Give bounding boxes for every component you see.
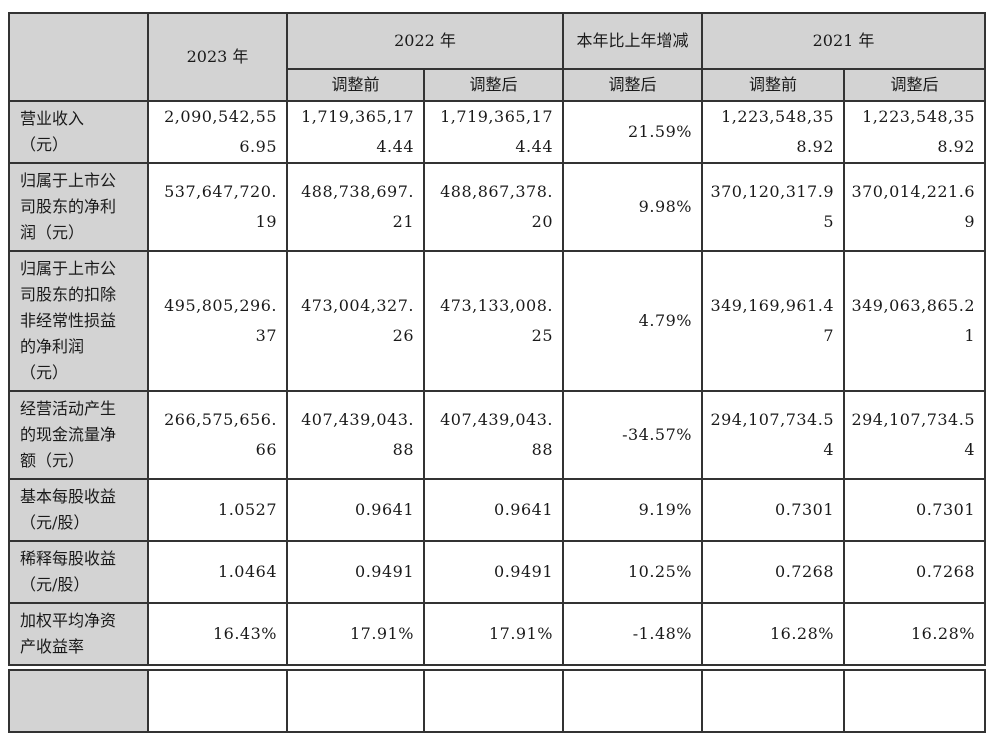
cell-2023: 495,805,296.37 — [147, 250, 288, 392]
header-2021-adjust-before: 调整前 — [701, 68, 845, 102]
cell-2022-before: 473,004,327.26 — [286, 250, 425, 392]
row-label: 基本每股收益（元/股） — [8, 478, 149, 542]
header-change-adjust-after: 调整后 — [562, 68, 703, 102]
table-row-operating-cash-flow: 经营活动产生的现金流量净额（元） 266,575,656.66 407,439,… — [8, 390, 986, 480]
header-row-years: 2023 年 2022 年 本年比上年增减 2021 年 — [8, 12, 986, 102]
cell-2022-before: 17.91% — [286, 602, 425, 666]
cell-2023: 537,647,720.19 — [147, 162, 288, 252]
cell-2022-after: 407,439,043.88 — [423, 390, 564, 480]
cell-change: -1.48% — [562, 602, 703, 666]
cell-2021-before: 16.28% — [701, 602, 845, 666]
cell-2021-after: 1,223,548,358.92 — [843, 100, 986, 164]
cell-2022-before: 407,439,043.88 — [286, 390, 425, 480]
cell-change: 21.59% — [562, 100, 703, 164]
cell-2021-after: 0.7268 — [843, 540, 986, 604]
cell-2021-after: 370,014,221.69 — [843, 162, 986, 252]
header-year-2022: 2022 年 — [286, 12, 564, 70]
cell-2022-after: 17.91% — [423, 602, 564, 666]
table-row-net-profit-excl-nonrecurring: 归属于上市公司股东的扣除非经常性损益的净利润（元） 495,805,296.37… — [8, 250, 986, 392]
table-body: 营业收入（元） 2,090,542,556.95 1,719,365,174.4… — [8, 100, 986, 666]
cell-2022-before: 0.9641 — [286, 478, 425, 542]
row-label: 加权平均净资产收益率 — [8, 602, 149, 666]
cell-2022-after: 0.9641 — [423, 478, 564, 542]
table-row-operating-revenue: 营业收入（元） 2,090,542,556.95 1,719,365,174.4… — [8, 100, 986, 164]
header-year-2021: 2021 年 — [701, 12, 986, 70]
table-row-weighted-avg-roe: 加权平均净资产收益率 16.43% 17.91% 17.91% -1.48% 1… — [8, 602, 986, 666]
cell-2022-before: 1,719,365,174.44 — [286, 100, 425, 164]
row-label: 归属于上市公司股东的扣除非经常性损益的净利润（元） — [8, 250, 149, 392]
table-row-net-profit: 归属于上市公司股东的净利润（元） 537,647,720.19 488,738,… — [8, 162, 986, 252]
row-label: 归属于上市公司股东的净利润（元） — [8, 162, 149, 252]
header-2022-adjust-before: 调整前 — [286, 68, 425, 102]
next-table-top-sliver — [8, 669, 986, 733]
cell-change: 4.79% — [562, 250, 703, 392]
header-corner-blank — [8, 12, 149, 102]
cell-2021-before: 370,120,317.95 — [701, 162, 845, 252]
cell-2021-before: 1,223,548,358.92 — [701, 100, 845, 164]
sliver-row — [8, 669, 986, 733]
header-row-adjustments: 调整前 调整后 调整后 调整前 调整后 — [9, 68, 986, 102]
cell-change: -34.57% — [562, 390, 703, 480]
cell-2023: 16.43% — [147, 602, 288, 666]
row-label: 营业收入（元） — [8, 100, 149, 164]
cell-2021-before: 349,169,961.47 — [701, 250, 845, 392]
table-row-basic-eps: 基本每股收益（元/股） 1.0527 0.9641 0.9641 9.19% 0… — [8, 478, 986, 542]
cell-change: 9.19% — [562, 478, 703, 542]
cell-2023: 266,575,656.66 — [147, 390, 288, 480]
cell-2021-after: 349,063,865.21 — [843, 250, 986, 392]
table-row-diluted-eps: 稀释每股收益（元/股） 1.0464 0.9491 0.9491 10.25% … — [8, 540, 986, 604]
cell-2022-after: 1,719,365,174.44 — [423, 100, 564, 164]
row-label: 经营活动产生的现金流量净额（元） — [8, 390, 149, 480]
cell-2023: 1.0527 — [147, 478, 288, 542]
cell-2022-before: 0.9491 — [286, 540, 425, 604]
row-label: 稀释每股收益（元/股） — [8, 540, 149, 604]
header-2021-adjust-after: 调整后 — [843, 68, 986, 102]
cell-change: 10.25% — [562, 540, 703, 604]
header-year-2023: 2023 年 — [147, 12, 288, 102]
header-yoy-change: 本年比上年增减 — [562, 12, 703, 70]
cell-change: 9.98% — [562, 162, 703, 252]
sliver-label-cell — [8, 669, 149, 733]
cell-2021-before: 294,107,734.54 — [701, 390, 845, 480]
table-header: 2023 年 2022 年 本年比上年增减 2021 年 调整前 调整后 调整后… — [8, 12, 986, 102]
header-2022-adjust-after: 调整后 — [423, 68, 564, 102]
cell-2022-after: 488,867,378.20 — [423, 162, 564, 252]
financial-summary-table: 2023 年 2022 年 本年比上年增减 2021 年 调整前 调整后 调整后… — [8, 12, 986, 666]
cell-2021-after: 294,107,734.54 — [843, 390, 986, 480]
cell-2021-after: 16.28% — [843, 602, 986, 666]
cell-2021-after: 0.7301 — [843, 478, 986, 542]
cell-2023: 2,090,542,556.95 — [147, 100, 288, 164]
cell-2023: 1.0464 — [147, 540, 288, 604]
cell-2021-before: 0.7268 — [701, 540, 845, 604]
cell-2022-after: 473,133,008.25 — [423, 250, 564, 392]
cell-2021-before: 0.7301 — [701, 478, 845, 542]
cell-2022-after: 0.9491 — [423, 540, 564, 604]
cell-2022-before: 488,738,697.21 — [286, 162, 425, 252]
